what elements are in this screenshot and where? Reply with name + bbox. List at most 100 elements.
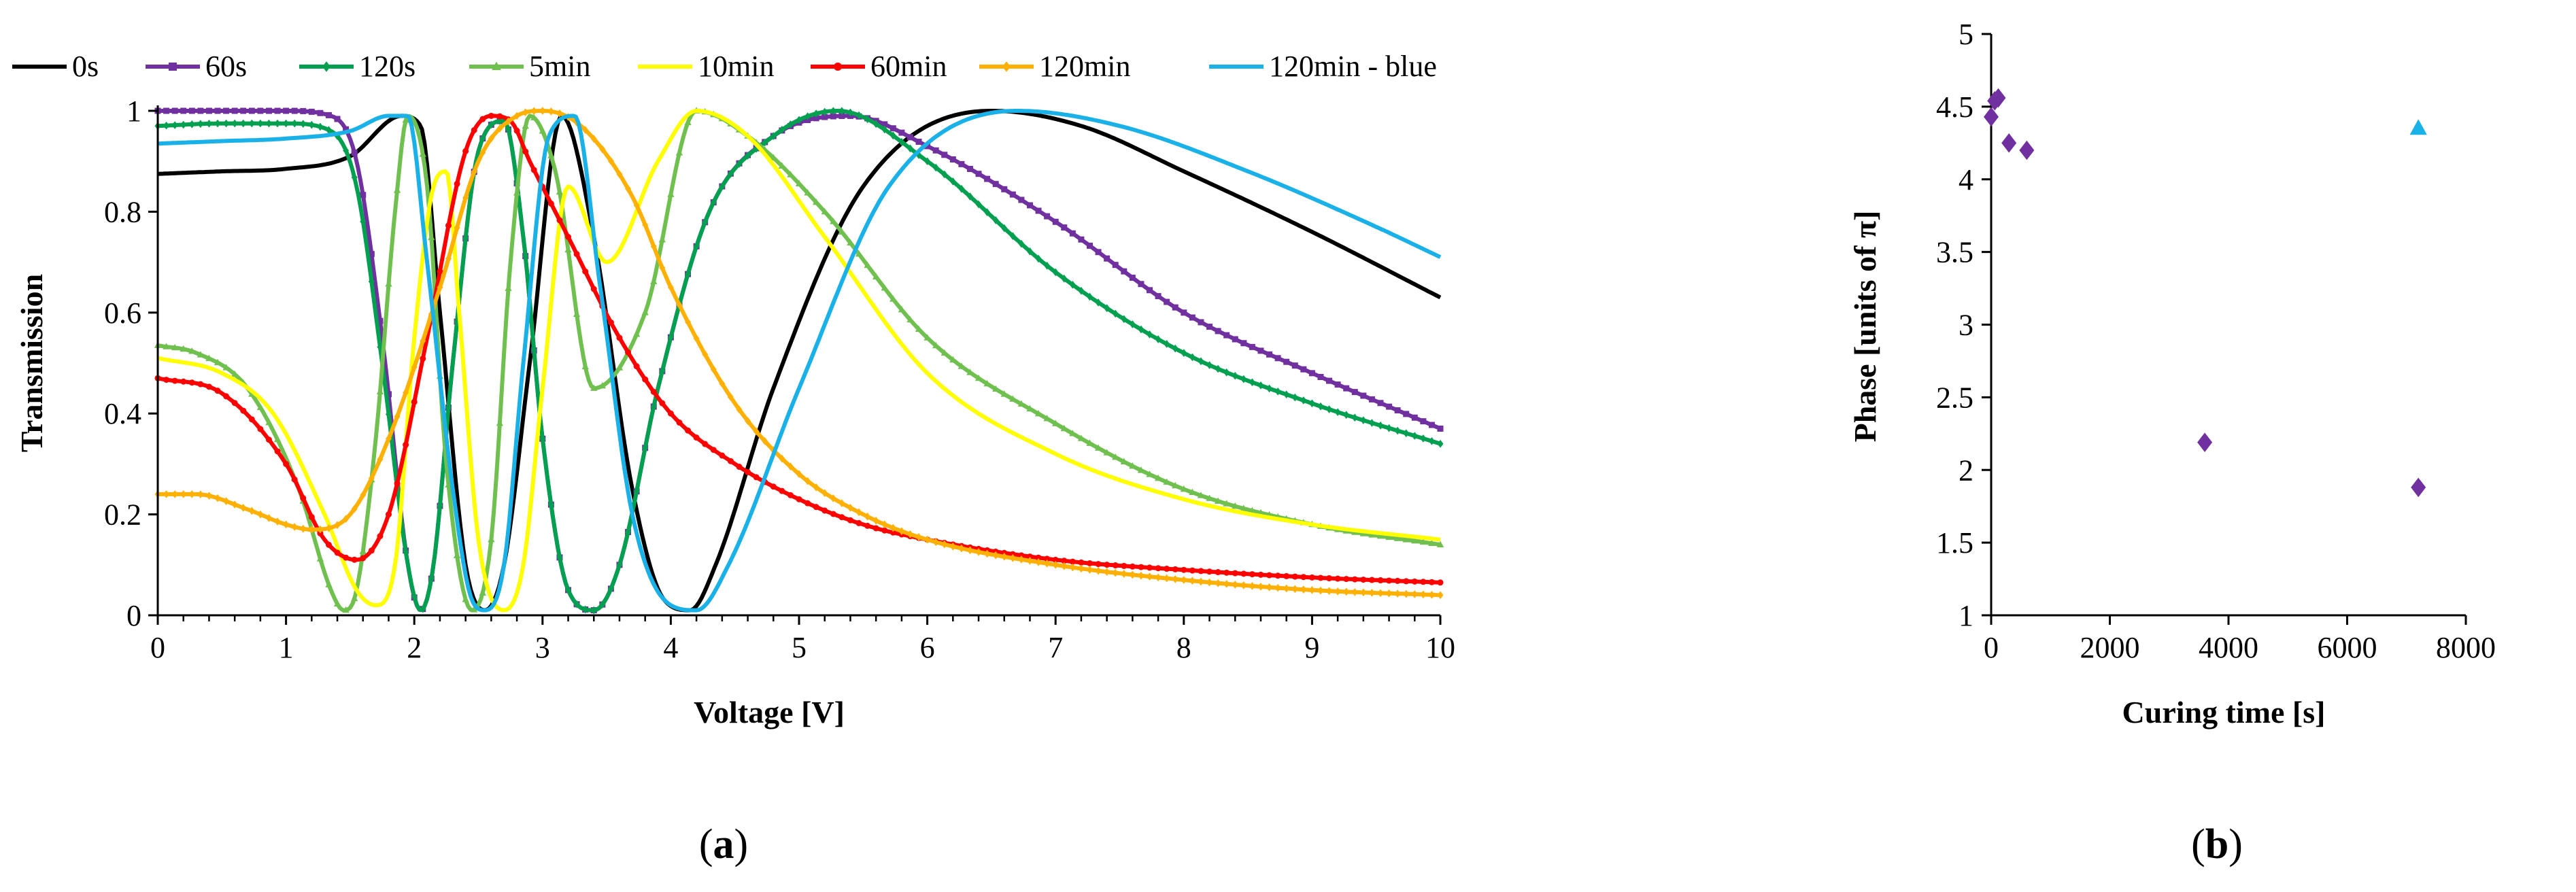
series-marker — [368, 277, 375, 286]
series-marker — [898, 527, 905, 536]
series-marker — [915, 139, 922, 145]
series-marker — [1164, 340, 1170, 348]
series-marker — [1232, 502, 1239, 509]
y-tick-label: 0.6 — [104, 296, 141, 330]
legend-marker — [169, 63, 177, 71]
series-marker — [1343, 385, 1350, 392]
series-marker — [1411, 590, 1418, 598]
series-marker — [420, 337, 426, 345]
series-marker — [1420, 579, 1427, 585]
series-marker — [975, 200, 982, 209]
series-marker — [659, 264, 666, 272]
series-marker — [573, 251, 580, 258]
series-marker — [847, 504, 853, 512]
series-marker — [762, 437, 768, 445]
series-marker — [1326, 575, 1333, 582]
series-marker — [1172, 481, 1179, 489]
series-marker — [1403, 429, 1410, 438]
series-marker — [659, 367, 666, 375]
series-marker — [1052, 560, 1059, 569]
series-marker — [462, 234, 469, 243]
series-marker — [1009, 191, 1016, 198]
series-marker — [1095, 561, 1102, 568]
series-marker — [1368, 589, 1375, 597]
series-marker — [864, 522, 871, 529]
series-marker — [479, 134, 486, 143]
series-marker — [171, 377, 178, 384]
points-layer — [1984, 88, 2427, 498]
series-marker — [1206, 324, 1213, 330]
series-marker — [240, 504, 247, 512]
series-marker — [590, 606, 597, 615]
series-marker — [1317, 574, 1324, 581]
series-marker — [1420, 418, 1427, 425]
legend-label: 5min — [529, 50, 590, 83]
series-marker — [1197, 492, 1205, 498]
series-marker — [1181, 566, 1187, 573]
series-marker — [1164, 574, 1170, 583]
series-marker — [830, 113, 836, 120]
series-marker — [966, 368, 974, 375]
series-marker — [1232, 371, 1238, 380]
series-marker — [1274, 355, 1281, 362]
series-marker — [1164, 566, 1170, 572]
series-marker — [180, 345, 187, 352]
series-marker — [778, 162, 786, 169]
series-marker — [1112, 453, 1119, 460]
series-marker — [1428, 422, 1435, 428]
series-marker — [300, 107, 307, 114]
series-marker — [471, 606, 478, 613]
series-marker — [1437, 591, 1444, 600]
series-marker — [1317, 402, 1324, 411]
series-marker — [770, 132, 777, 140]
x-tick-label: 6 — [920, 631, 935, 664]
series-marker — [1189, 353, 1196, 362]
series-marker — [957, 362, 966, 369]
series-marker — [847, 239, 854, 245]
series-marker — [984, 208, 991, 217]
y-tick-label: 0.2 — [104, 498, 141, 532]
series-marker — [992, 181, 999, 188]
series-marker — [377, 533, 384, 540]
series-marker — [1300, 396, 1307, 405]
series-marker — [539, 434, 546, 443]
series-marker — [1334, 381, 1341, 388]
series-marker — [855, 250, 863, 257]
x-tick-label: 9 — [1304, 631, 1319, 664]
series-marker — [607, 156, 614, 165]
series-marker — [582, 605, 589, 614]
series-marker — [1317, 373, 1324, 380]
series-marker — [684, 118, 692, 126]
series-marker — [1223, 500, 1230, 507]
series-marker — [223, 393, 230, 400]
series-marker — [1018, 552, 1025, 559]
series-marker — [496, 117, 503, 125]
series-marker — [599, 600, 606, 609]
series-marker — [889, 295, 897, 302]
series-marker — [197, 120, 204, 128]
series-marker — [283, 107, 290, 114]
series-line — [157, 109, 1442, 613]
series-marker — [1044, 261, 1051, 270]
series-marker — [1009, 395, 1017, 402]
series-marker — [240, 407, 247, 414]
series-marker — [1052, 556, 1059, 563]
series-marker — [898, 137, 905, 146]
series-marker — [411, 592, 418, 601]
series-marker — [351, 150, 358, 156]
series-marker — [881, 527, 888, 534]
series-marker — [1000, 390, 1008, 397]
series-marker — [1104, 562, 1111, 568]
series-marker — [650, 388, 657, 395]
series-marker — [248, 416, 255, 423]
y-tick-label: 1 — [1959, 599, 1973, 632]
series-marker — [180, 490, 187, 498]
series-marker — [830, 511, 836, 517]
series-marker — [428, 574, 435, 583]
series-marker — [1181, 576, 1187, 584]
series-marker — [1223, 569, 1230, 576]
series-marker — [1419, 538, 1427, 545]
series-marker — [1386, 577, 1393, 584]
series-marker — [821, 114, 828, 120]
series-marker — [992, 551, 999, 560]
